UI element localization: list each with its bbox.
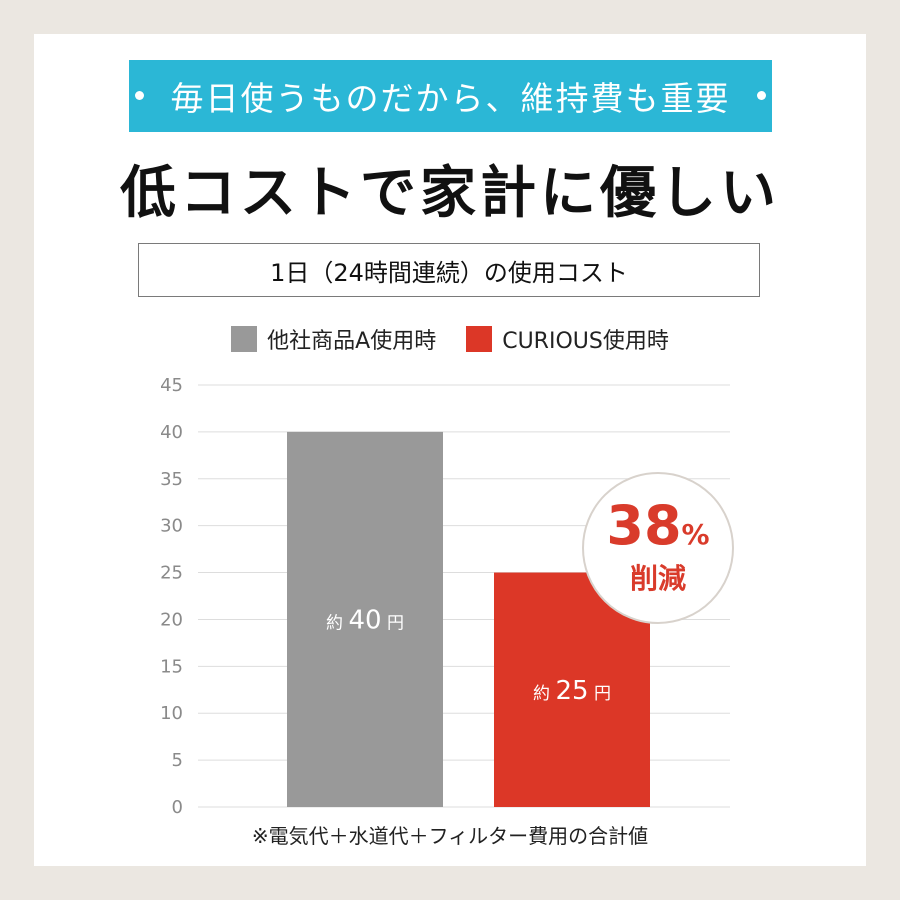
bar-label-number: 40 (348, 605, 381, 635)
bar-label-unit: 円 (589, 684, 611, 704)
bar-data-label: 約 25 円 (533, 676, 611, 706)
y-tick-label: 20 (160, 609, 183, 630)
y-tick-label: 45 (160, 375, 183, 396)
legend-swatch-other (231, 326, 258, 352)
y-tick-label: 25 (160, 563, 183, 584)
bar-other (287, 431, 443, 807)
y-tick-label: 10 (160, 703, 183, 724)
legend-label-curious: CURIOUS使用時 (502, 329, 669, 354)
chart-title-text: 1日（24時間連続）の使用コスト (270, 258, 628, 287)
chart-title: 1日（24時間連続）の使用コスト (138, 243, 760, 297)
banner-dot-right (757, 91, 766, 100)
bar-label-number: 25 (555, 676, 588, 706)
y-tick-label: 0 (172, 797, 183, 818)
legend-swatch-curious (466, 326, 493, 352)
bar-data-label: 約 40 円 (326, 605, 404, 635)
badge-number: 38 (606, 494, 682, 557)
banner-dot-left (135, 91, 144, 100)
y-tick-label: 40 (160, 422, 183, 443)
bar-label-prefix: 約 (326, 613, 348, 633)
y-tick-label: 35 (160, 469, 183, 490)
reduction-badge: 38 % 削減 (582, 472, 734, 624)
bar-label-unit: 円 (382, 613, 404, 633)
legend-item-other: 他社商品A使用時 (231, 323, 436, 355)
y-tick-label: 15 (160, 656, 183, 677)
legend-item-curious: CURIOUS使用時 (466, 323, 669, 355)
badge-percent: % (681, 518, 710, 551)
bar-label-prefix: 約 (533, 684, 555, 704)
badge-label: 削減 (629, 562, 686, 595)
headline: 低コストで家計に優しい (120, 160, 780, 226)
banner: 毎日使うものだから、維持費も重要 (129, 60, 772, 132)
y-tick-label: 5 (172, 750, 183, 771)
content-card (34, 34, 866, 866)
banner-text: 毎日使うものだから、維持費も重要 (170, 79, 731, 118)
legend: 他社商品A使用時 CURIOUS使用時 (0, 321, 900, 357)
footnote: ※電気代＋水道代＋フィルター費用の合計値 (251, 824, 649, 848)
y-tick-label: 30 (160, 516, 183, 537)
legend-label-other: 他社商品A使用時 (267, 329, 437, 354)
